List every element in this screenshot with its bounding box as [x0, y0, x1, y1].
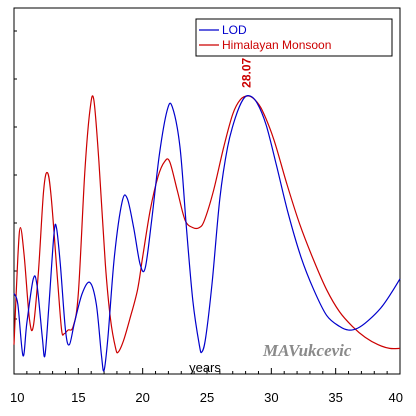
series-line-himalayan-monsoon: [13, 95, 401, 354]
x-axis-title: years: [189, 360, 221, 375]
x-tick-label: 10: [10, 390, 24, 405]
series-line-lod: [13, 95, 401, 372]
peak-annotation: 28.07: [240, 57, 254, 87]
legend: LOD Himalayan Monsoon: [195, 18, 393, 57]
legend-box: [195, 18, 393, 57]
legend-label-lod: LOD: [222, 23, 247, 37]
x-tick-label: 30: [264, 390, 278, 405]
plot-area: [13, 7, 401, 375]
series-layer: [13, 95, 401, 372]
x-tick-label: 40: [389, 390, 403, 405]
x-tick-label: 15: [71, 390, 85, 405]
author-signature: MAVukcevic: [262, 341, 352, 360]
x-axis: 10 15 20 25 30 35 40: [10, 368, 403, 405]
x-tick-label: 20: [135, 390, 149, 405]
legend-label-himalayan-monsoon: Himalayan Monsoon: [222, 38, 331, 52]
x-tick-label: 35: [328, 390, 342, 405]
x-tick-label: 25: [200, 390, 214, 405]
